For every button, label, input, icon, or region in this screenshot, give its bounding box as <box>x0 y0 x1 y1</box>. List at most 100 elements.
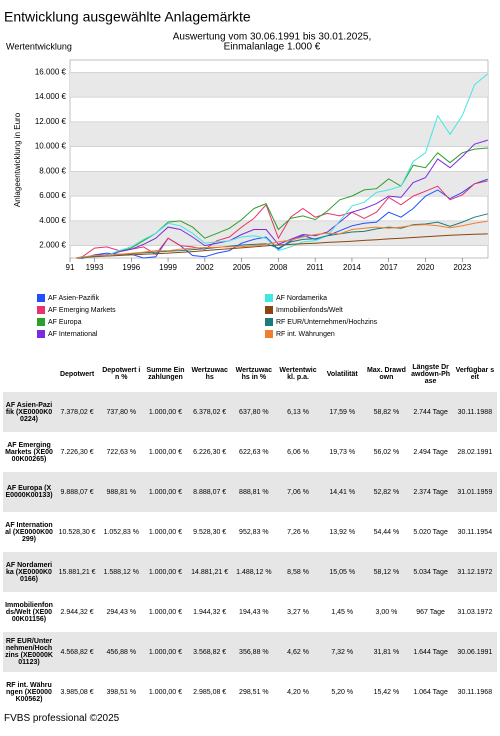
column-header: Depotwert in % <box>102 367 141 381</box>
footer: FVBS professional ©2025 <box>4 713 120 724</box>
column-header: Wertzuwachs <box>191 367 228 381</box>
chart: Entwicklung ausgewählte Anlagemärkte Wer… <box>4 9 489 338</box>
table-cell: 194,43 % <box>239 608 269 616</box>
y-tick-label: 8.000 € <box>39 166 66 175</box>
table-header: Depotwert Depotwert in % Summe Einzahlunge… <box>3 356 497 392</box>
table-cell: 1.000,00 € <box>148 408 183 416</box>
table-cell: 2.944,32 € <box>60 608 94 616</box>
table-cell: 14,41 % <box>329 488 356 496</box>
row-header: AF Nordamerika (XE0000K00166) <box>5 561 53 583</box>
row-header: RF EUR/Unternehmen/Hochzins (XE0000K0112… <box>5 638 53 666</box>
legend-swatch <box>37 294 45 302</box>
table-cell: 5.034 Tage <box>413 568 448 576</box>
table-row: AF Nordamerika (XE0000K00166) 15.881,21 €… <box>3 552 497 592</box>
x-tick-label: 1999 <box>159 263 177 272</box>
series-line <box>76 220 488 259</box>
grid-band <box>70 121 488 147</box>
table-cell: 54,44 % <box>373 528 400 536</box>
legend-swatch <box>265 318 273 326</box>
table-cell: 30.06.1991 <box>457 648 493 656</box>
y-tick-label: 14.000 € <box>35 92 67 101</box>
table-cell: 5,20 % <box>331 688 354 696</box>
table-cell: 31.03.1972 <box>457 608 493 616</box>
table-cell: 52,82 % <box>373 488 400 496</box>
table-cell: 8,58 % <box>287 568 309 576</box>
column-header: Volatilität <box>326 370 358 378</box>
table-cell: 1.000,00 € <box>148 488 183 496</box>
table-cell: 2.374 Tage <box>413 488 448 496</box>
table-cell: 294,43 % <box>106 608 137 616</box>
table-cell: 1,45 % <box>331 608 354 616</box>
legend-label: AF Asien-Pazifik <box>48 295 99 302</box>
x-tick-label: 2005 <box>233 263 251 272</box>
subtitle: Einmalanlage 1.000 € <box>224 42 321 53</box>
table-row: RF EUR/Unternehmen/Hochzins (XE0000K0112… <box>3 632 497 672</box>
table-cell: 737,80 % <box>106 408 137 416</box>
column-header: Wertentwickl. p.a. <box>279 367 317 381</box>
table-cell: 31.01.1959 <box>457 488 493 496</box>
table-cell: 4.568,82 € <box>60 648 94 656</box>
table-cell: 1.000,00 € <box>148 688 183 696</box>
table-cell: 9.888,07 € <box>60 488 94 496</box>
table-cell: 722,63 % <box>106 448 137 456</box>
y-tick-label: 4.000 € <box>39 216 66 225</box>
column-header: Summe Einzahlungen <box>146 367 185 381</box>
title: Entwicklung ausgewählte Anlagemärkte <box>4 9 251 25</box>
x-tick-label: 1993 <box>86 263 104 272</box>
table-cell: 1.644 Tage <box>413 648 448 656</box>
x-tick-label: 2017 <box>380 263 398 272</box>
row-header: AF Asien-Pazifik (XE0000K00224) <box>5 401 53 423</box>
table-cell: 4,62 % <box>287 648 309 656</box>
column-header: Längste Drawdown-Phase <box>411 363 451 385</box>
grid-band <box>70 171 488 197</box>
table-cell: 6.226,30 € <box>193 448 227 456</box>
table-row: RF int. Währungen (XE0000K00562) 3.985,08… <box>3 672 497 712</box>
x-tick-label: 91 <box>66 263 75 272</box>
table-cell: 356,88 % <box>239 648 269 656</box>
legend-swatch <box>265 330 273 338</box>
table-cell: 6,13 % <box>287 408 309 416</box>
legend-label: AF International <box>48 331 98 338</box>
table-row: AF Europa (XE0000K00133) 9.888,07 € 988,81… <box>3 472 497 512</box>
table-cell: 30.11.1968 <box>457 688 493 696</box>
table-cell: 1.000,00 € <box>148 528 183 536</box>
table-cell: 15,05 % <box>329 568 356 576</box>
row-header: RF int. Währungen (XE0000K00562) <box>6 681 52 703</box>
table-cell: 3,27 % <box>287 608 309 616</box>
y-tick-label: 10.000 € <box>35 142 67 151</box>
table: Depotwert Depotwert in % Summe Einzahlunge… <box>3 356 497 712</box>
table-row: AF Emerging Markets (XE0000K00265) 7.226,… <box>3 432 497 472</box>
x-tick-label: 1996 <box>122 263 140 272</box>
table-cell: 28.02.1991 <box>457 448 493 456</box>
legend-label: RF int. Währungen <box>276 331 335 338</box>
x-tick-label: 2011 <box>307 263 325 272</box>
table-cell: 30.11.1954 <box>457 528 493 536</box>
table-cell: 15.881,21 € <box>58 568 96 576</box>
table-cell: 3.985,08 € <box>60 688 94 696</box>
table-cell: 398,51 % <box>106 688 137 696</box>
legend-swatch <box>37 306 45 314</box>
table-row: AF Asien-Pazifik (XE0000K00224) 7.378,02 … <box>3 392 497 432</box>
table-cell: 967 Tage <box>416 608 445 616</box>
table-cell: 1.052,83 % <box>103 528 139 536</box>
legend-swatch <box>37 318 45 326</box>
table-cell: 1.000,00 € <box>148 648 183 656</box>
table-cell: 456,88 % <box>106 648 137 656</box>
table-cell: 10.528,30 € <box>58 528 96 536</box>
table-cell: 9.528,30 € <box>193 528 227 536</box>
column-header: Verfügbar seit <box>455 367 495 381</box>
table-cell: 14.881,21 € <box>191 568 229 576</box>
column-header: Depotwert <box>59 370 95 378</box>
x-tick-label: 2020 <box>417 263 435 272</box>
table-cell: 56,02 % <box>373 448 400 456</box>
table-cell: 13,92 % <box>329 528 356 536</box>
grid-band <box>70 72 488 98</box>
table-cell: 15,42 % <box>373 688 400 696</box>
table-cell: 6,06 % <box>287 448 309 456</box>
series-line <box>76 178 488 260</box>
y-axis-label: Anlageentwicklung in Euro <box>13 112 22 207</box>
legend-swatch <box>265 306 273 314</box>
table-cell: 31.12.1972 <box>457 568 493 576</box>
table-cell: 7.378,02 € <box>60 408 94 416</box>
row-header: AF International (XE0000K00299) <box>5 521 53 543</box>
